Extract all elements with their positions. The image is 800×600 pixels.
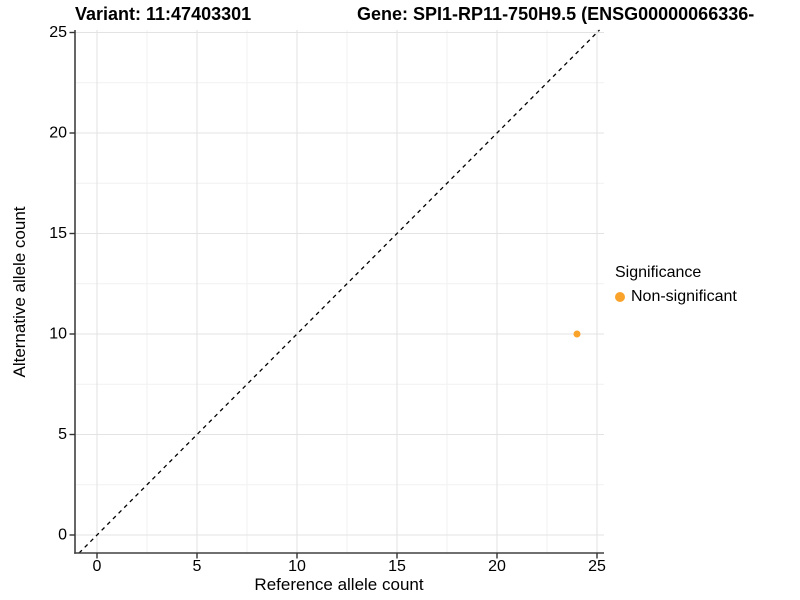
x-tick-label: 25 <box>588 558 606 575</box>
legend-point-icon <box>615 292 625 302</box>
legend: Significance Non-significant <box>615 264 737 306</box>
x-tick-label: 0 <box>93 558 102 575</box>
y-tick-label: 10 <box>49 326 67 343</box>
x-tick-label: 5 <box>193 558 202 575</box>
y-tick-label: 0 <box>58 527 67 544</box>
legend-item-label: Non-significant <box>631 288 737 305</box>
y-tick-label: 5 <box>58 426 67 443</box>
legend-item: Non-significant <box>615 288 737 306</box>
y-tick-label: 25 <box>49 24 67 41</box>
x-axis-label: Reference allele count <box>254 575 424 594</box>
identity-line <box>78 29 600 554</box>
y-tick-label: 15 <box>49 225 67 242</box>
x-tick-label: 15 <box>388 558 406 575</box>
legend-title: Significance <box>615 264 702 281</box>
x-tick-label: 20 <box>488 558 506 575</box>
y-axis-label: Alternative allele count <box>10 206 29 378</box>
gene-title: Gene: SPI1-RP11-750H9.5 (ENSG00000066336… <box>357 4 755 24</box>
x-tick-label: 10 <box>288 558 306 575</box>
y-tick-label: 20 <box>49 125 67 142</box>
data-point <box>573 330 581 338</box>
variant-title: Variant: 11:47403301 <box>75 4 252 24</box>
